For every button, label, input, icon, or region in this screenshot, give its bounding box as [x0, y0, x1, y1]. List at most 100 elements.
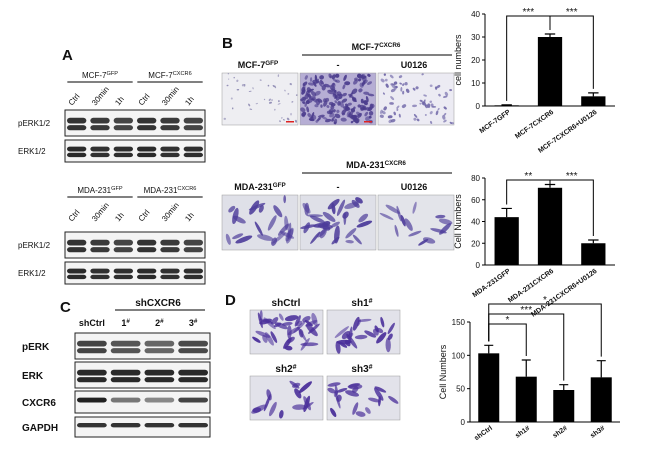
cell: [435, 214, 446, 219]
x-tick-label: sh1#: [514, 425, 531, 440]
cell: [310, 231, 321, 245]
cell: [357, 318, 372, 322]
cell: [438, 93, 441, 97]
cell: [390, 88, 396, 93]
label-text: shCtrl: [272, 298, 301, 309]
cell: [429, 100, 433, 103]
cell: [259, 310, 263, 321]
label-text: MDA-231: [346, 160, 385, 170]
label-text: MDA-231: [77, 186, 111, 195]
cell: [277, 103, 281, 105]
cell: [232, 233, 244, 240]
cell: [328, 101, 334, 106]
y-tick-label: 20: [471, 239, 480, 248]
bar: [590, 377, 612, 422]
cell: [298, 328, 304, 338]
blot-band: [110, 397, 141, 403]
cell: [404, 81, 408, 86]
error-bar: [544, 183, 556, 188]
cell: [324, 118, 332, 123]
cell: [438, 218, 453, 225]
cell: [390, 96, 395, 101]
cell: [336, 109, 340, 114]
cell: [322, 221, 331, 227]
label-sup: #: [126, 318, 130, 325]
cell: [344, 81, 351, 86]
label-sup: #: [369, 298, 373, 305]
cell: [300, 107, 306, 113]
cell: [396, 105, 400, 109]
blot-band: [110, 369, 141, 376]
y-tick-label: 30: [471, 33, 480, 42]
cell: [321, 116, 328, 120]
cell: [363, 91, 370, 95]
cell: [231, 107, 234, 110]
cell: [345, 228, 357, 239]
error-bar: [588, 239, 599, 244]
blot-band: [183, 247, 203, 253]
cell: [270, 331, 278, 343]
significance-label: ***: [566, 7, 578, 18]
blot-band: [67, 117, 87, 124]
blot-band: [183, 117, 203, 124]
y-tick-label: 0: [461, 418, 466, 427]
cell: [280, 117, 283, 119]
lane-label: Ctrl: [67, 208, 82, 223]
cell: [257, 234, 274, 241]
label-text: MCF-7: [238, 60, 266, 70]
cell: [306, 106, 310, 113]
cell: [332, 109, 336, 113]
blot-band: [67, 239, 87, 246]
cell: [343, 212, 347, 226]
cell: [346, 110, 352, 118]
x-tick-label: MDA-231CXCR6: [507, 268, 555, 305]
cell: [380, 78, 385, 83]
cell: [277, 100, 280, 103]
label-text: 1: [121, 318, 126, 328]
cell: [320, 104, 323, 108]
cell: [340, 117, 347, 122]
label-text: MDA-231: [234, 182, 273, 192]
blot-strip: [64, 139, 206, 163]
blot-band: [90, 274, 110, 280]
label-text: 3: [189, 318, 194, 328]
blot-band: [113, 146, 133, 152]
cell: [315, 119, 319, 123]
blot-band: [137, 117, 157, 124]
cell: [294, 388, 302, 399]
cell: [267, 215, 277, 231]
cell: [402, 90, 405, 95]
error-bar: [559, 384, 569, 390]
bar: [581, 96, 606, 106]
cell: [393, 111, 396, 116]
cell: [259, 79, 262, 81]
blot-band: [183, 146, 203, 152]
cell: [363, 100, 368, 104]
cell: [329, 85, 336, 91]
cell: [376, 327, 384, 334]
cell: [227, 73, 229, 75]
cell: [449, 121, 453, 124]
cell: [332, 78, 338, 83]
cell: [273, 205, 283, 218]
blot-band: [160, 152, 180, 158]
cell: [357, 104, 361, 108]
cell: [314, 74, 318, 82]
cell: [255, 330, 271, 338]
lane-label: 1h: [113, 95, 126, 108]
cell: [385, 337, 391, 353]
cell: [300, 337, 310, 351]
blot-band: [77, 340, 107, 347]
cell: [352, 386, 359, 393]
cell: [331, 116, 336, 121]
cell: [284, 89, 286, 92]
cell: [368, 397, 381, 403]
label-text: 2: [155, 318, 160, 328]
cell: [362, 79, 368, 85]
cell: [359, 82, 364, 88]
blot-band: [137, 239, 157, 246]
cell: [419, 99, 423, 102]
image-label: sh1#: [351, 298, 372, 310]
cell: [298, 381, 312, 394]
lane-label: 1h: [183, 211, 196, 224]
